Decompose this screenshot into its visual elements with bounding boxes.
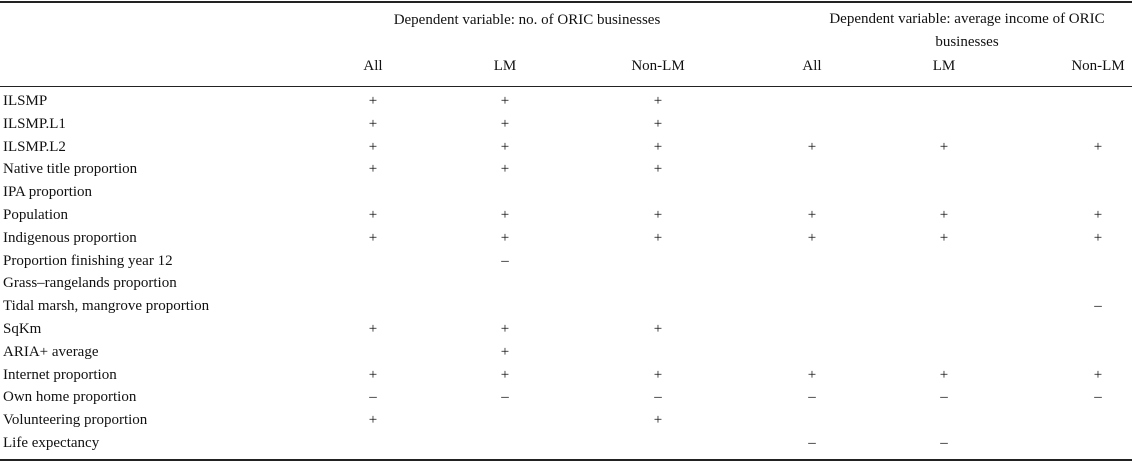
cell: + <box>653 138 663 155</box>
cell: – <box>1094 389 1102 406</box>
row-label: Tidal marsh, mangrove proportion <box>3 298 210 315</box>
cell: + <box>939 366 949 383</box>
row-label: Indigenous proportion <box>3 229 137 246</box>
sub-header: Non-LM <box>1071 58 1125 74</box>
cell: + <box>368 161 378 178</box>
cell: + <box>939 229 949 246</box>
cell: + <box>368 412 378 429</box>
cell: + <box>1093 207 1103 223</box>
cell: + <box>500 93 510 109</box>
cell: + <box>368 229 378 246</box>
cell: + <box>653 207 663 223</box>
row-label: Own home proportion <box>3 389 137 406</box>
cell: – <box>940 435 948 451</box>
row-label: ILSMP.L2 <box>3 138 66 155</box>
cell: + <box>807 207 817 223</box>
cell: + <box>368 93 378 109</box>
cell: + <box>368 366 378 383</box>
cell: + <box>653 321 663 337</box>
row-label: ARIA+ average <box>3 343 99 360</box>
sub-header: LM <box>932 58 956 74</box>
header-rule <box>0 86 1132 87</box>
cell: – <box>940 389 948 406</box>
row-label: ILSMP <box>3 93 48 109</box>
cell: + <box>500 115 510 132</box>
cell: + <box>807 229 817 246</box>
cell: + <box>653 161 663 178</box>
row-label: Life expectancy <box>3 435 100 451</box>
sub-header: All <box>802 58 822 74</box>
cell: – <box>808 435 816 451</box>
cell: – <box>369 389 377 406</box>
cell: + <box>500 366 510 383</box>
cell: + <box>653 93 663 109</box>
top-rule <box>0 1 1132 3</box>
cell: + <box>807 366 817 383</box>
row-label: Proportion finishing year 12 <box>3 252 173 269</box>
cell: – <box>501 389 509 406</box>
cell: + <box>653 412 663 429</box>
sub-header: LM <box>493 58 517 74</box>
row-label: Native title proportion <box>3 161 138 178</box>
row-label: IPA proportion <box>3 184 93 201</box>
row-label: Population <box>3 207 69 223</box>
row-label: SqKm <box>3 321 42 337</box>
sub-header: All <box>363 58 383 74</box>
group-header: Dependent variable: average income of OR… <box>829 11 1105 50</box>
cell: + <box>1093 229 1103 246</box>
cell: – <box>654 389 662 406</box>
cell: – <box>1094 298 1102 315</box>
cell: + <box>1093 366 1103 383</box>
row-label: Volunteering proportion <box>3 412 148 429</box>
cell: + <box>500 138 510 155</box>
cell: + <box>939 207 949 223</box>
sub-header: Non-LM <box>631 58 685 74</box>
cell: + <box>500 161 510 178</box>
cell: + <box>653 229 663 246</box>
cell: – <box>808 389 816 406</box>
row-label: ILSMP.L1 <box>3 115 66 132</box>
cell: + <box>500 343 510 360</box>
cell: – <box>501 252 509 269</box>
cell: + <box>500 321 510 337</box>
group-header: Dependent variable: no. of ORIC business… <box>393 12 661 28</box>
cell: + <box>500 207 510 223</box>
row-label: Grass–rangelands proportion <box>3 275 177 292</box>
cell: + <box>368 115 378 132</box>
bottom-rule <box>0 459 1132 461</box>
cell: + <box>368 321 378 337</box>
cell: + <box>653 366 663 383</box>
cell: + <box>653 115 663 132</box>
cell: + <box>939 138 949 155</box>
cell: + <box>368 138 378 155</box>
cell: + <box>1093 138 1103 155</box>
cell: + <box>807 138 817 155</box>
cell: + <box>500 229 510 246</box>
cell: + <box>368 207 378 223</box>
row-label: Internet proportion <box>3 366 117 383</box>
